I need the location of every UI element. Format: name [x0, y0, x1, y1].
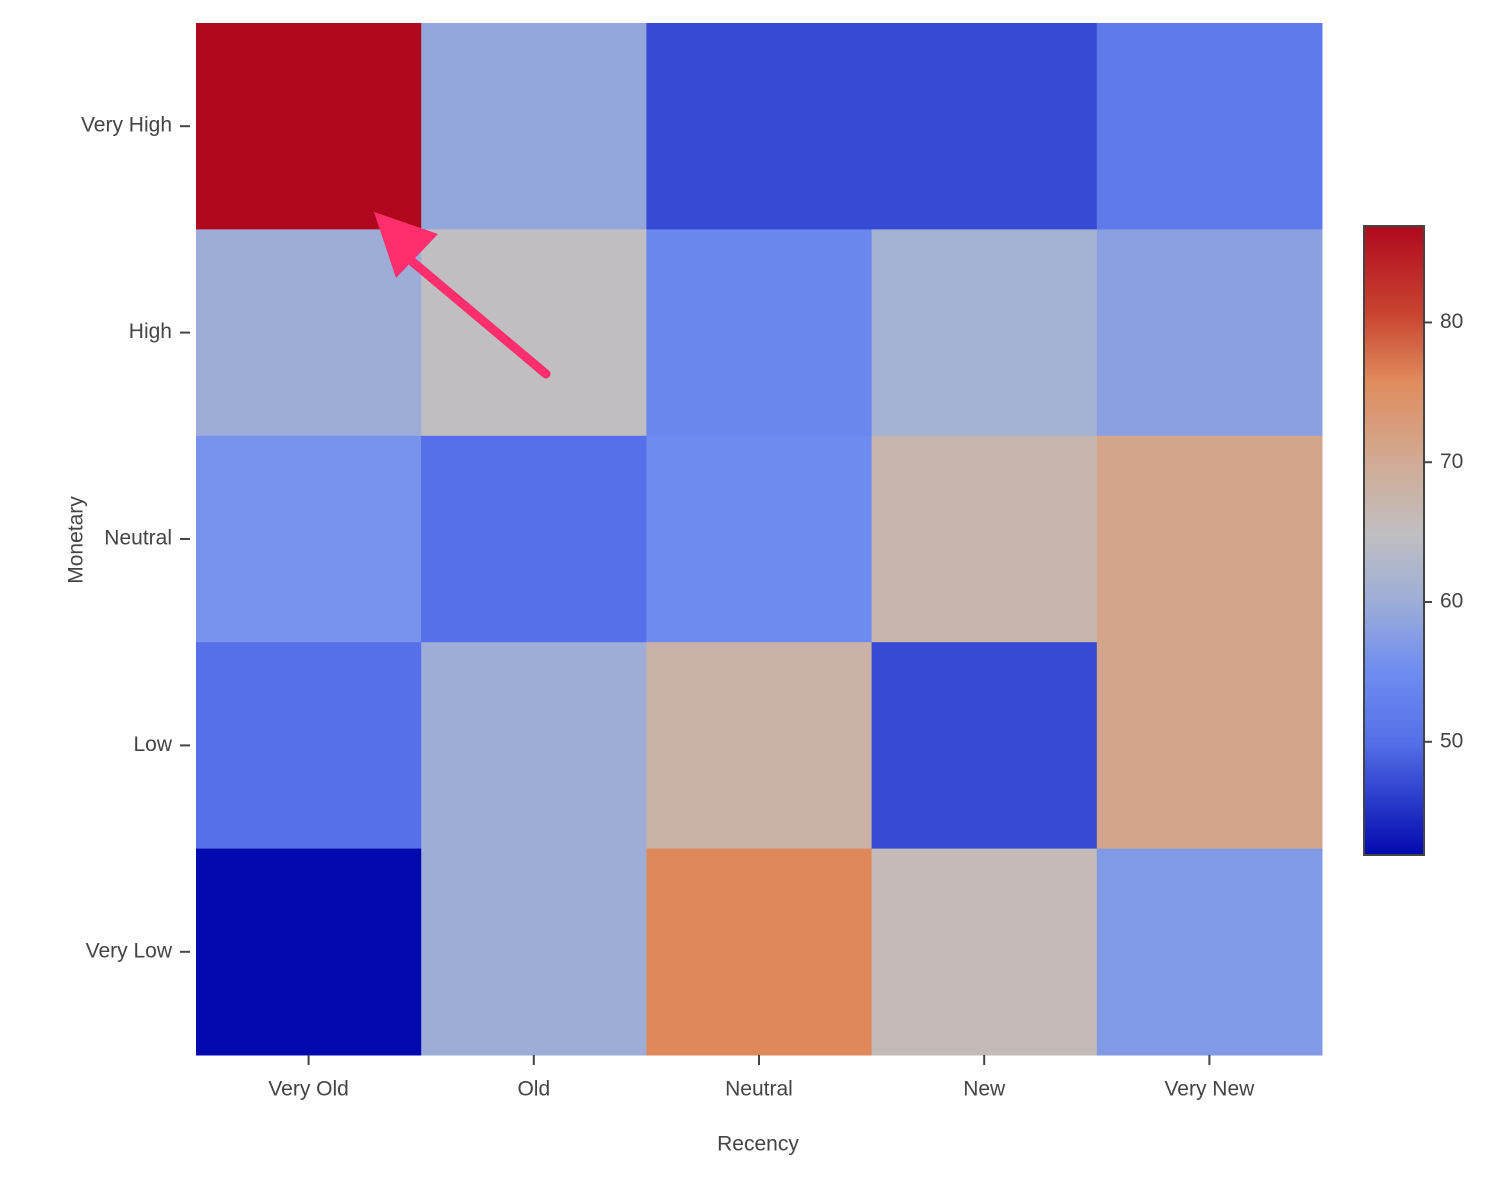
heatmap-cell [871, 23, 1098, 230]
heatmap-cell [646, 23, 873, 230]
y-tick-label: Neutral [104, 527, 172, 550]
arrow-shaft [403, 253, 551, 379]
x-tick-label: New [963, 1078, 1006, 1101]
x-tick-label: Very Old [268, 1078, 349, 1101]
heatmap-cell [871, 435, 1098, 643]
arrow-head [374, 212, 438, 278]
heatmap-cell [196, 642, 422, 850]
x-tick-label: Old [517, 1078, 550, 1101]
heatmap-cell [421, 23, 647, 230]
heatmap-cell [1096, 848, 1323, 1056]
heatmap-cells [196, 23, 1323, 1056]
y-tick-label: Low [133, 733, 172, 756]
heatmap-cell [646, 229, 873, 437]
heatmap-cell [646, 435, 873, 643]
x-axis-label: Recency [717, 1133, 799, 1156]
x-tick-label: Neutral [725, 1078, 793, 1101]
colorbar-tick-label: 60 [1440, 590, 1463, 613]
colorbar [1363, 225, 1425, 856]
y-tick-label: Very High [81, 114, 172, 137]
heatmap-cell [421, 229, 647, 437]
colorbar-tick-label: 50 [1440, 729, 1463, 752]
heatmap-cell [646, 642, 873, 850]
heatmap-cell [421, 848, 647, 1056]
arrow-annotation [374, 212, 551, 379]
heatmap-cell [1096, 23, 1323, 230]
y-tick-label: Very Low [86, 939, 173, 962]
heatmap-cell [1096, 229, 1323, 437]
heatmap-cell [871, 229, 1098, 437]
heatmap-cell [421, 642, 647, 850]
colorbar-tick-label: 80 [1440, 310, 1463, 333]
heatmap-cell [871, 642, 1098, 850]
x-tick-label: Very New [1164, 1078, 1255, 1101]
heatmap-cell [196, 229, 422, 437]
heatmap-cell [196, 23, 422, 230]
heatmap-cell [196, 435, 422, 643]
y-axis-label: Monetary [65, 496, 88, 584]
colorbar-tick-label: 70 [1440, 450, 1463, 473]
heatmap-cell [196, 848, 422, 1056]
heatmap-cell [646, 848, 873, 1056]
heatmap-cell [1096, 642, 1323, 850]
y-tick-label: High [129, 320, 172, 343]
heatmap-cell [871, 848, 1098, 1056]
heatmap-cell [1096, 435, 1323, 643]
heatmap-cell [421, 435, 647, 643]
